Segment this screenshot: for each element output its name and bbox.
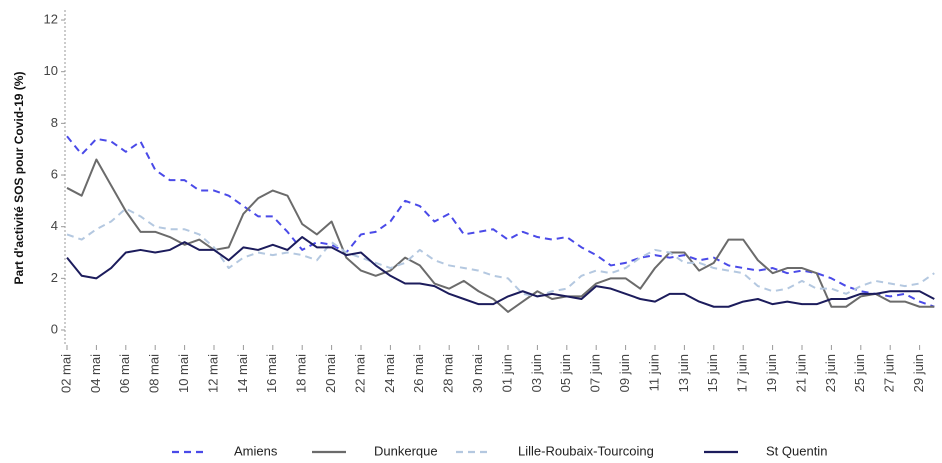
x-tick-label: 21 juin bbox=[793, 354, 808, 392]
x-tick-label: 16 mai bbox=[264, 354, 279, 393]
x-tick-label: 28 mai bbox=[441, 354, 456, 393]
y-tick-label: 12 bbox=[44, 11, 58, 26]
x-tick-label: 05 juin bbox=[558, 354, 573, 392]
y-tick-label: 2 bbox=[51, 270, 58, 285]
series-line bbox=[66, 236, 935, 308]
y-tick-label: 4 bbox=[51, 218, 58, 233]
x-tick-label: 07 juin bbox=[588, 354, 603, 392]
x-tick-label: 12 mai bbox=[205, 354, 220, 393]
legend-label: St Quentin bbox=[766, 443, 827, 458]
legend-label: Dunkerque bbox=[374, 443, 438, 458]
x-tick-label: 03 juin bbox=[529, 354, 544, 392]
series-line bbox=[66, 158, 935, 313]
series-line bbox=[66, 207, 935, 298]
y-tick-label: 6 bbox=[51, 166, 58, 181]
legend-label: Lille-Roubaix-Tourcoing bbox=[518, 443, 654, 458]
x-tick-label: 11 juin bbox=[646, 354, 661, 391]
y-tick-label: 8 bbox=[51, 115, 58, 130]
y-tick-label: 10 bbox=[44, 63, 58, 78]
x-tick-label: 17 juin bbox=[735, 354, 750, 392]
x-tick-label: 24 mai bbox=[382, 354, 397, 393]
x-tick-label: 18 mai bbox=[294, 354, 309, 393]
x-tick-label: 02 mai bbox=[58, 354, 73, 393]
y-tick-label: 0 bbox=[51, 321, 58, 336]
x-tick-label: 26 mai bbox=[411, 354, 426, 393]
x-tick-label: 15 juin bbox=[705, 354, 720, 392]
x-tick-label: 13 juin bbox=[676, 354, 691, 392]
x-tick-label: 19 juin bbox=[764, 354, 779, 392]
x-tick-label: 20 mai bbox=[323, 354, 338, 393]
x-tick-label: 10 mai bbox=[176, 354, 191, 393]
x-tick-label: 01 juin bbox=[499, 354, 514, 392]
x-tick-label: 22 mai bbox=[352, 354, 367, 393]
x-tick-label: 23 juin bbox=[823, 354, 838, 392]
x-tick-label: 08 mai bbox=[147, 354, 162, 393]
x-tick-label: 27 juin bbox=[882, 354, 897, 392]
x-tick-label: 06 mai bbox=[117, 354, 132, 393]
x-tick-label: 09 juin bbox=[617, 354, 632, 392]
x-tick-label: 14 mai bbox=[235, 354, 250, 393]
y-axis-label: Part d'activité SOS pour Covid-19 (%) bbox=[12, 72, 26, 285]
x-tick-label: 30 mai bbox=[470, 354, 485, 393]
legend-label: Amiens bbox=[234, 443, 278, 458]
x-tick-label: 25 juin bbox=[852, 354, 867, 392]
x-tick-label: 29 juin bbox=[911, 354, 926, 392]
x-tick-label: 04 mai bbox=[88, 354, 103, 393]
